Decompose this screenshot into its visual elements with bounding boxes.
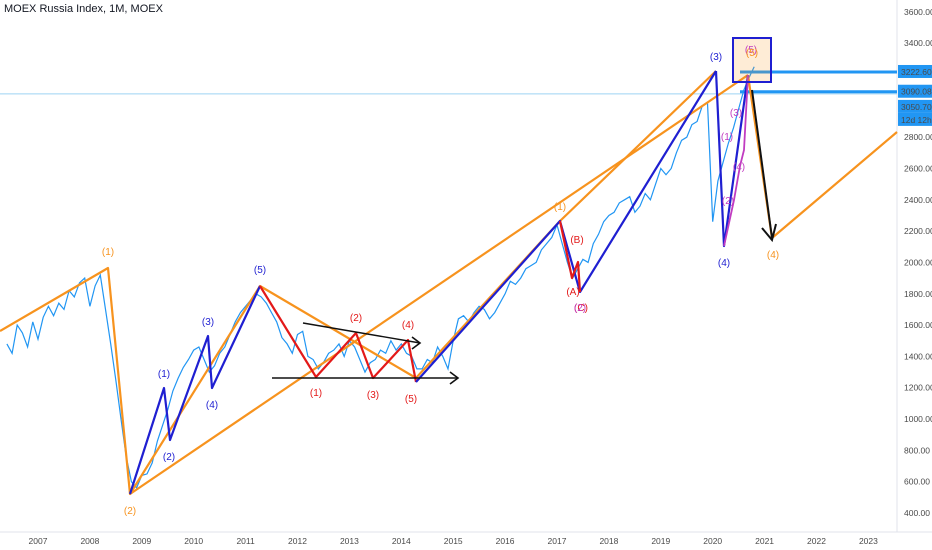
price-tag [898, 84, 932, 98]
arrow-head-icon [761, 223, 777, 243]
y-tick-label: 1400.00 [904, 351, 932, 361]
x-tick-label: 2021 [755, 536, 774, 546]
wave-label: (5) [746, 48, 758, 59]
wave-label: (C) [574, 303, 588, 314]
x-tick-label: 2015 [444, 536, 463, 546]
x-tick-label: 2012 [288, 536, 307, 546]
x-tick-label: 2017 [548, 536, 567, 546]
x-tick-label: 2023 [859, 536, 878, 546]
wave-label: (2) [163, 452, 175, 463]
x-tick-label: 2008 [80, 536, 99, 546]
orange-trendline-lower [129, 74, 749, 495]
price-tag-label: 3050.70 [901, 102, 932, 112]
price-tag [898, 99, 932, 113]
blue-impulse-path [128, 285, 261, 495]
y-tick-label: 2000.00 [904, 257, 932, 267]
wave-label: (3) [710, 52, 722, 63]
wave-label: (2) [124, 506, 136, 517]
wave-label: (2) [722, 196, 734, 207]
y-tick-label: 1200.00 [904, 383, 932, 393]
target-box [732, 37, 772, 83]
wave-label: (3) [730, 108, 742, 119]
y-tick-label: 2600.00 [904, 163, 932, 173]
y-tick-label: 1000.00 [904, 414, 932, 424]
price-tag [898, 112, 932, 126]
wave-label: (1) [554, 202, 566, 213]
wave-label: (4) [767, 250, 779, 261]
x-tick-label: 2010 [184, 536, 203, 546]
wave-label: (4) [206, 400, 218, 411]
y-tick-label: 600.00 [904, 477, 930, 487]
black-channel-top [302, 322, 421, 344]
chart-title: MOEX Russia Index, 1M, MOEX [4, 3, 163, 15]
blue-crash-path [714, 70, 750, 248]
red-abc-path [558, 220, 582, 293]
y-tick-label: 2400.00 [904, 195, 932, 205]
y-tick-label: 400.00 [904, 508, 930, 518]
orange-wave-projection [746, 74, 898, 240]
x-tick-label: 2007 [29, 536, 48, 546]
price-tag-label: 3090.08 [901, 87, 932, 97]
wave-label: (1) [102, 247, 114, 258]
wave-label: (5) [254, 265, 266, 276]
x-tick-label: 2014 [392, 536, 411, 546]
price-tag-label: 3222.60 [901, 67, 932, 77]
wave-label: (2) [574, 303, 586, 314]
y-tick-label: 2800.00 [904, 132, 932, 142]
wave-label: (3) [202, 317, 214, 328]
x-tick-label: 2013 [340, 536, 359, 546]
price-tag [898, 64, 932, 78]
arrow-head-icon [411, 336, 422, 350]
y-tick-label: 800.00 [904, 445, 930, 455]
price-tag-label: 12d 12h [901, 115, 932, 125]
y-tick-label: 3600.00 [904, 7, 932, 17]
x-tick-label: 2018 [599, 536, 618, 546]
y-tick-label: 3400.00 [904, 38, 932, 48]
x-tick-label: 2011 [236, 536, 255, 546]
wave-label: (1) [310, 388, 322, 399]
x-tick-label: 2009 [132, 536, 151, 546]
x-tick-label: 2022 [807, 536, 826, 546]
x-tick-label: 2020 [703, 536, 722, 546]
wave-label: (2) [350, 313, 362, 324]
blue-impulse-path-2 [415, 70, 717, 383]
orange-wave-path [0, 220, 561, 496]
wave-label: (5) [745, 45, 757, 56]
wave-label: (4) [402, 320, 414, 331]
wave-label: (B) [570, 235, 583, 246]
x-tick-label: 2019 [651, 536, 670, 546]
red-correction-path [259, 285, 418, 383]
arrow-head-icon [449, 371, 460, 385]
price-series-line [6, 66, 755, 490]
magenta-subwave-path [723, 74, 749, 247]
y-tick-label: 1600.00 [904, 320, 932, 330]
wave-label: (3) [367, 390, 379, 401]
wave-label: (A) [566, 287, 579, 298]
y-tick-label: 1800.00 [904, 289, 932, 299]
projection-arrow-line [751, 89, 773, 239]
wave-label: (1) [721, 132, 733, 143]
orange-trendline-upper [559, 70, 717, 222]
x-tick-label: 2016 [496, 536, 515, 546]
wave-label: (5) [405, 394, 417, 405]
wave-label: (4) [718, 258, 730, 269]
wave-label: (4) [733, 162, 745, 173]
y-tick-label: 2200.00 [904, 226, 932, 236]
wave-label: (1) [158, 369, 170, 380]
